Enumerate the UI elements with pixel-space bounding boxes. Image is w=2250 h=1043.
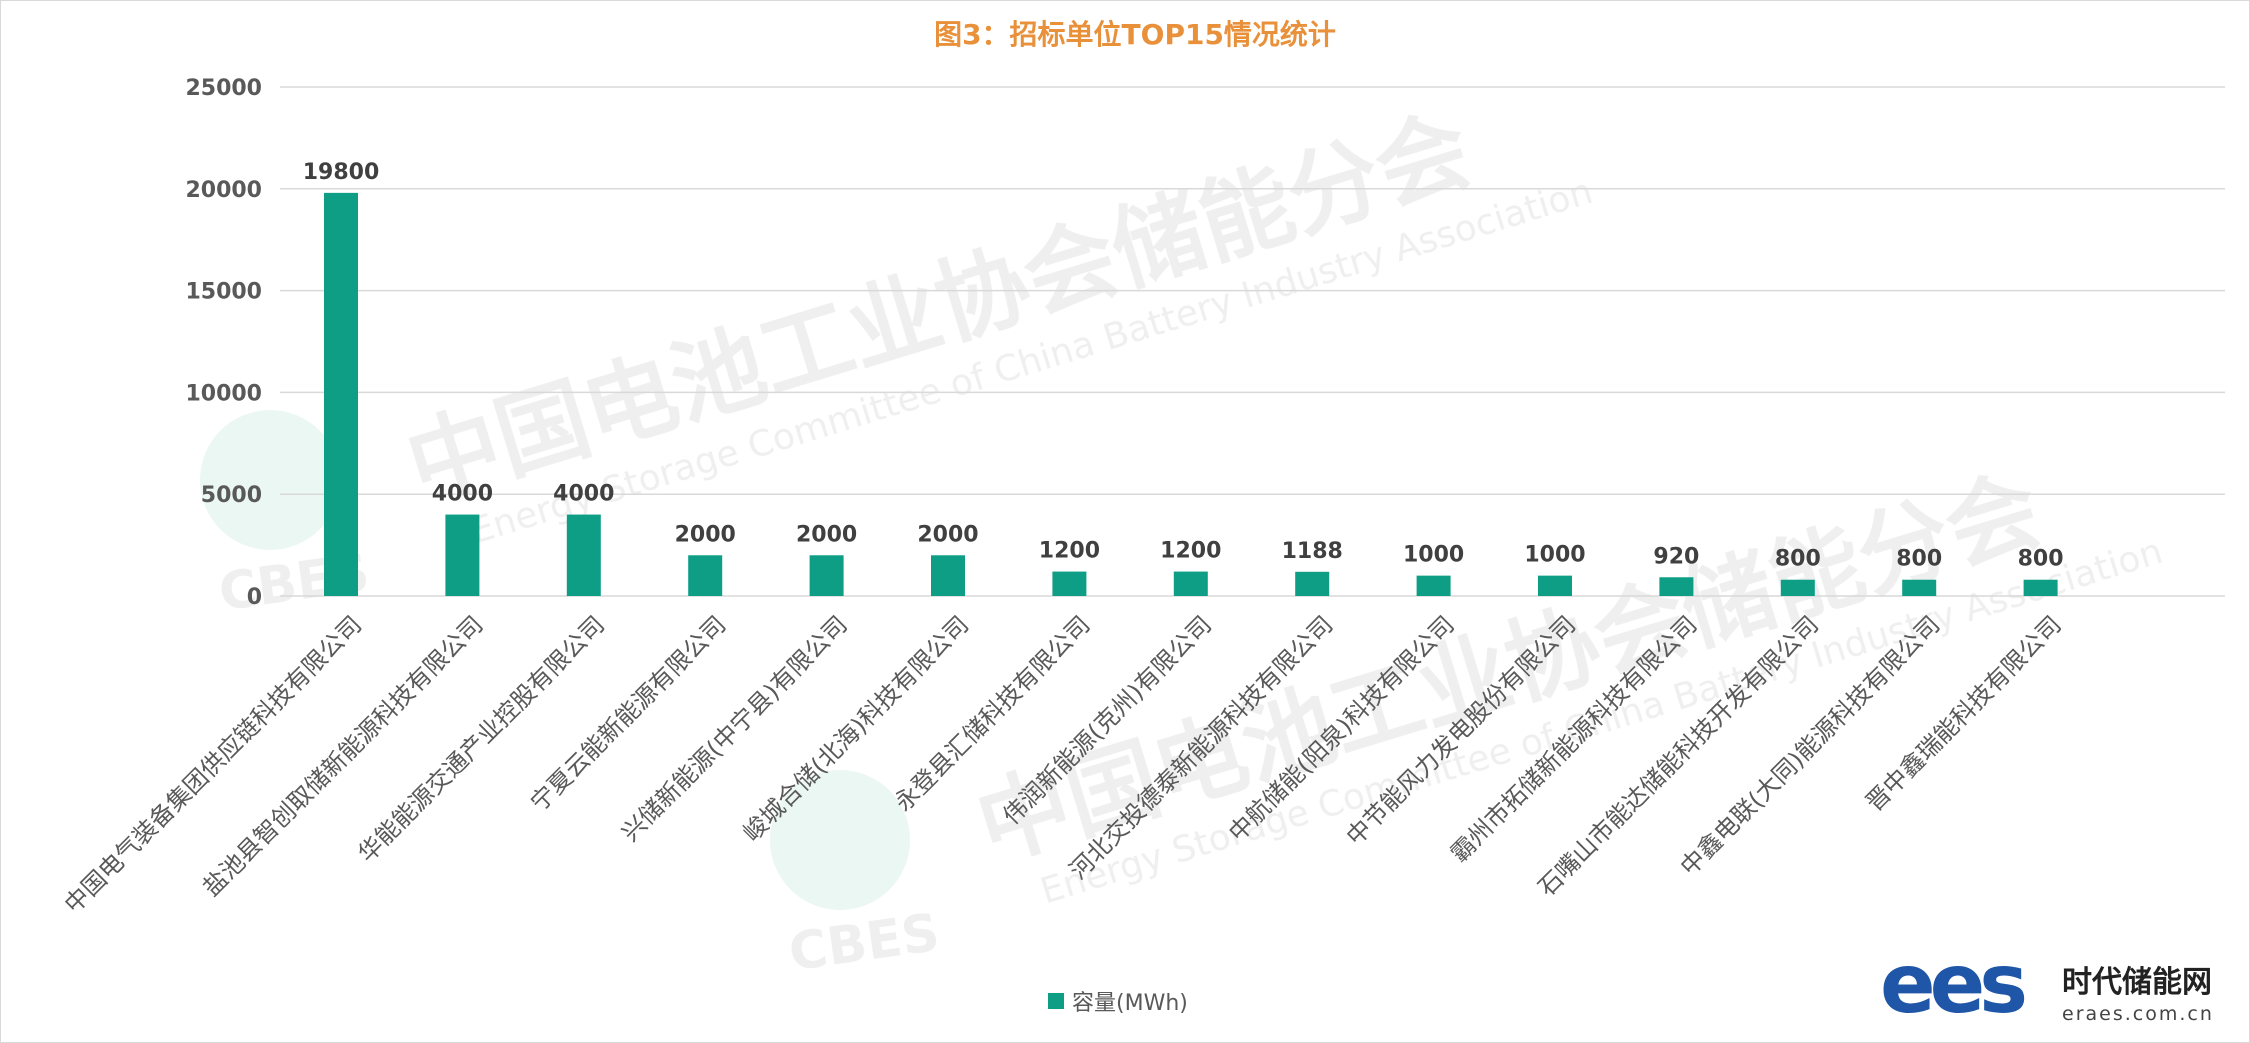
data-label: 1200 [1039,539,1100,564]
bar [1173,571,1208,596]
y-tick-label: 10000 [185,381,262,406]
bar [445,514,480,596]
bar [688,555,723,596]
x-tick-label: 华能能源交通产业控股有限公司 [353,610,610,867]
bar [1295,571,1330,596]
gridlines [280,86,2225,597]
x-tick-label: 宁夏云能新能源有限公司 [525,610,731,816]
y-tick-label: 20000 [185,178,262,203]
watermark-cn: 中国电池工业协会储能分会 [395,96,1482,521]
brand-url: eraes.com.cn [2062,1003,2214,1025]
bar [1659,577,1694,596]
watermark-logo-circle [200,410,340,550]
data-label: 800 [1896,547,1942,572]
bar [1416,575,1451,596]
brand-logo: ees 时代储能网 eraes.com.cn [1880,937,2214,1032]
bar [931,555,965,596]
data-label: 4000 [432,482,493,507]
legend: 容量(MWh) [1048,991,1188,1016]
ees-logo: ees [1880,937,2024,1032]
watermark-logo-text: CBES [785,903,943,983]
data-label: 1200 [1160,539,1221,564]
data-labels: 19800 4000 4000 2000 2000 2000 1200 1200 1188 100… [303,160,2064,572]
data-label: 1188 [1282,539,1343,564]
data-label: 1000 [1524,543,1585,568]
data-label: 920 [1653,544,1699,569]
y-tick-label: 0 [247,585,262,610]
data-label: 800 [2018,547,2064,572]
bar-series [324,192,2058,596]
y-tick-label: 15000 [185,280,262,305]
data-label: 1000 [1403,543,1464,568]
y-tick-label: 5000 [201,483,262,508]
watermark-logo-circle [770,770,910,910]
bar [324,192,358,596]
data-label: 2000 [796,522,857,547]
chart-title: 图3：招标单位TOP15情况统计 [934,18,1336,51]
bar [566,514,601,596]
legend-swatch [1048,993,1064,1009]
bar [2023,579,2058,596]
bar [1902,579,1937,596]
bar [809,555,844,596]
data-label: 2000 [675,522,736,547]
data-label: 4000 [553,482,614,507]
y-axis: 0 5000 10000 15000 20000 25000 [185,76,262,610]
y-tick-label: 25000 [185,76,262,101]
bar [1780,579,1815,596]
bar [1052,571,1087,596]
data-label: 19800 [303,160,380,185]
brand-name: 时代储能网 [2062,965,2212,1000]
bar [1538,575,1572,596]
data-label: 2000 [917,522,978,547]
data-label: 800 [1775,547,1821,572]
legend-label: 容量(MWh) [1072,991,1188,1016]
